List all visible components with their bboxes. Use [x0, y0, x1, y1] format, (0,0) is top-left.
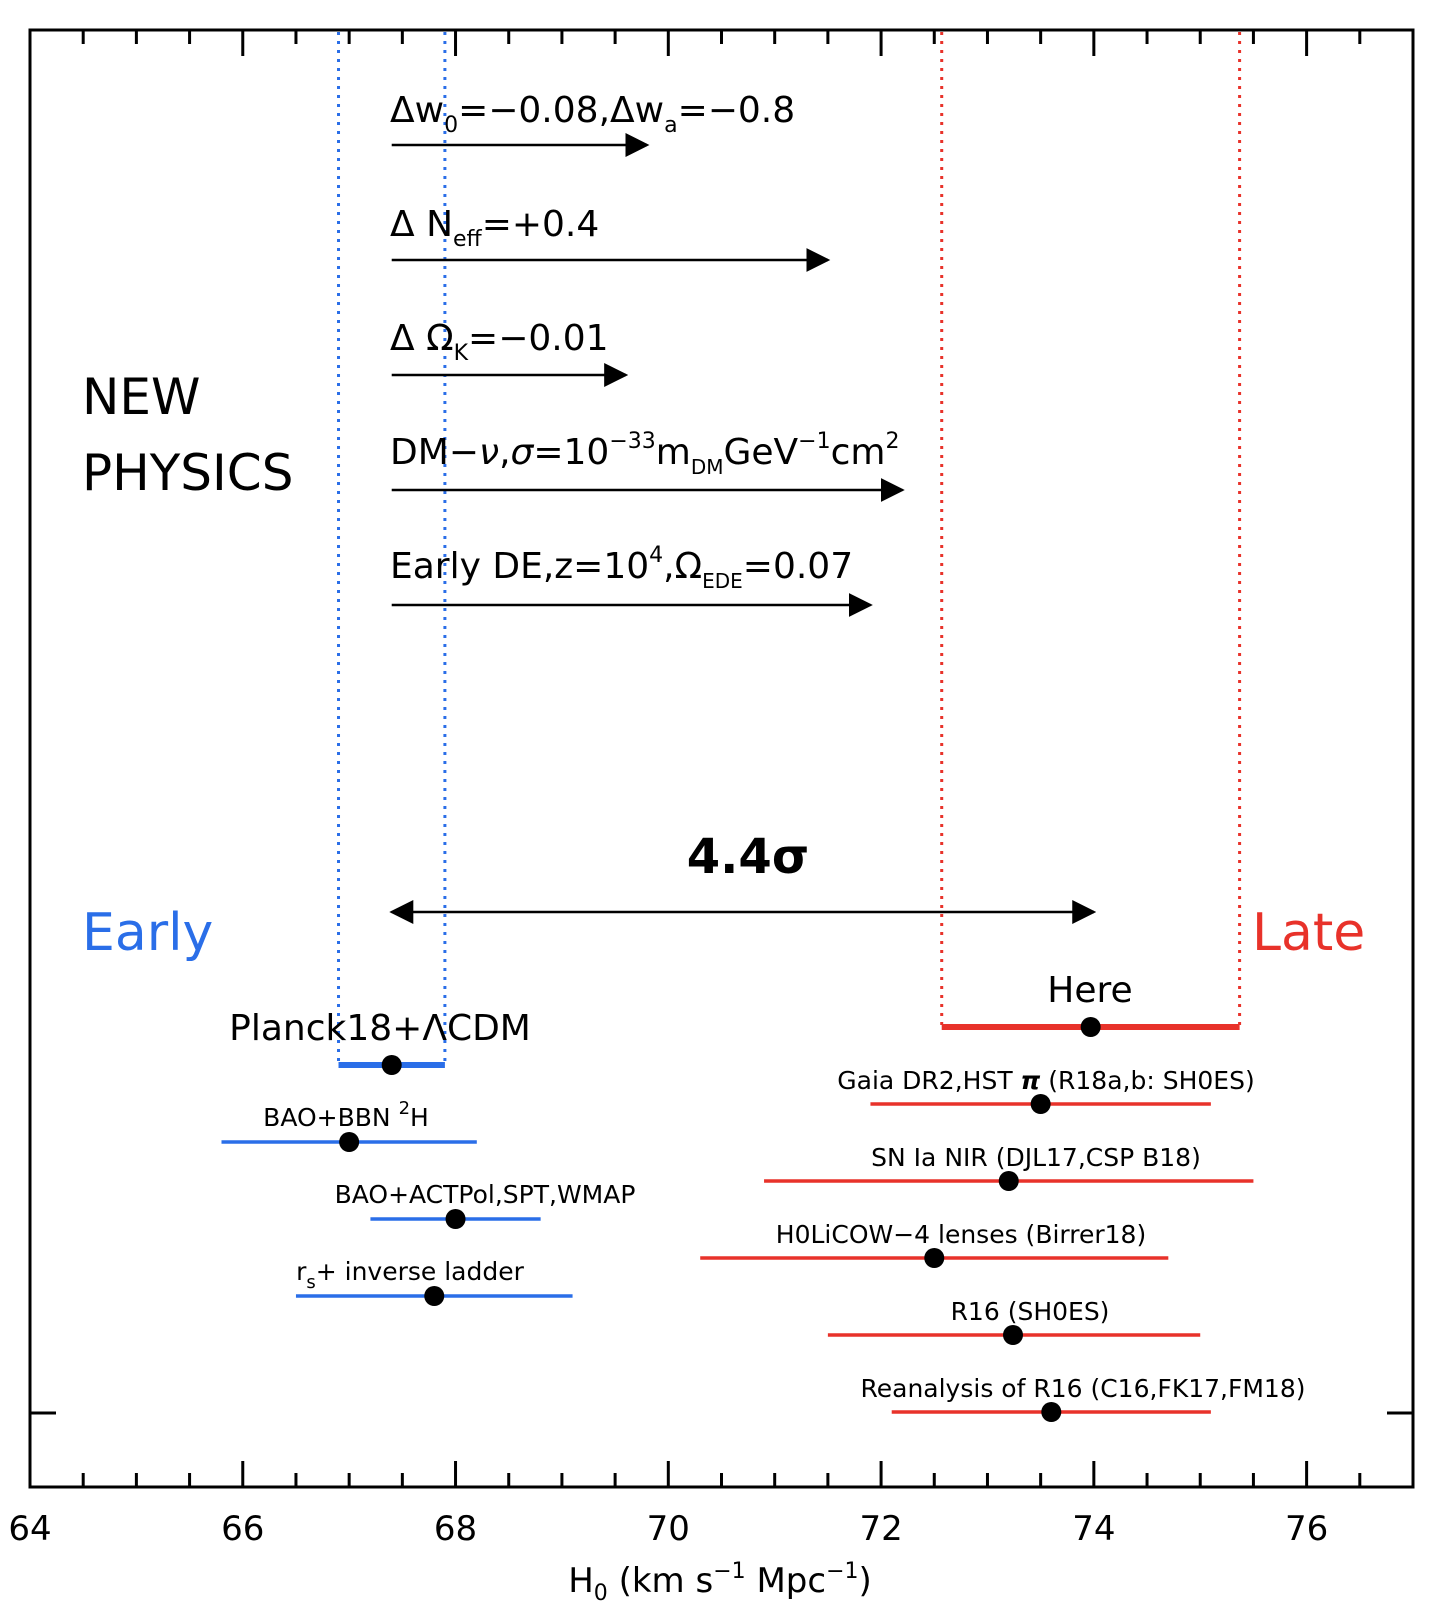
late-point: [998, 1171, 1019, 1191]
dotted-bands: [337, 32, 1242, 1067]
late-label-sn-ia: SN Ia NIR (DJL17,CSP B18): [871, 1143, 1201, 1172]
x-tick-label: 72: [859, 1509, 902, 1549]
new-physics-title-line1: NEW: [82, 368, 200, 426]
x-tick-label: 70: [647, 1509, 690, 1549]
early-label-bao-act: BAO+ACTPol,SPT,WMAP: [335, 1180, 636, 1209]
tension-label: 4.4σ: [687, 829, 809, 885]
early-label-planck: Planck18+ΛCDM: [229, 1008, 531, 1049]
axis-ticks: [28, 30, 1415, 1487]
plot-frame: [28, 28, 1415, 1489]
x-tick-label: 76: [1285, 1509, 1328, 1549]
x-tick-label: 64: [8, 1509, 51, 1549]
early-point: [339, 1132, 360, 1152]
new-physics-arrows: [391, 133, 905, 617]
early-label-bao-bbn: BAO+BBN 2H: [263, 1098, 429, 1132]
late-label-here: Here: [1047, 970, 1132, 1011]
early-point: [381, 1055, 402, 1075]
new-physics-label-neff: Δ Neff=+0.4: [390, 204, 599, 252]
x-axis-tick-labels: 64 66 68 70 72 74 76: [8, 1509, 1328, 1549]
new-physics-title-line2: PHYSICS: [82, 444, 293, 502]
late-label-reanalysis: Reanalysis of R16 (C16,FK17,FM18): [861, 1374, 1306, 1403]
late-point: [1030, 1094, 1051, 1114]
late-label-gaia: Gaia DR2,HST π (R18a,b: SH0ES): [837, 1066, 1254, 1095]
early-label: Early: [82, 903, 213, 963]
measurements: [221, 1017, 1254, 1422]
late-label-holicow: H0LiCOW−4 lenses (Birrer18): [776, 1220, 1146, 1249]
new-physics-label-omegak: Δ ΩK=−0.01: [390, 318, 609, 366]
x-tick-label: 68: [434, 1509, 477, 1549]
early-point: [424, 1286, 445, 1306]
early-label-inverse-ladder: rs+ inverse ladder: [296, 1257, 525, 1293]
x-axis-label: H0 (km s−1 Mpc−1): [568, 1559, 872, 1604]
new-physics-label-dm-nu: DM−ν,σ=10−33mDMGeV−1cm2: [390, 429, 899, 479]
late-point: [1041, 1402, 1062, 1422]
late-point: [1080, 1017, 1101, 1037]
early-point: [445, 1209, 466, 1229]
x-tick-label: 66: [221, 1509, 264, 1549]
new-physics-label-w0wa: Δw0=−0.08,Δwa=−0.8: [390, 90, 795, 138]
new-physics-label-ede: Early DE,z=104,ΩEDE=0.07: [390, 543, 853, 593]
late-label-r16: R16 (SH0ES): [951, 1297, 1110, 1326]
x-tick-label: 74: [1072, 1509, 1115, 1549]
late-point: [1002, 1325, 1023, 1345]
late-point: [924, 1248, 945, 1268]
late-label: Late: [1252, 903, 1365, 963]
